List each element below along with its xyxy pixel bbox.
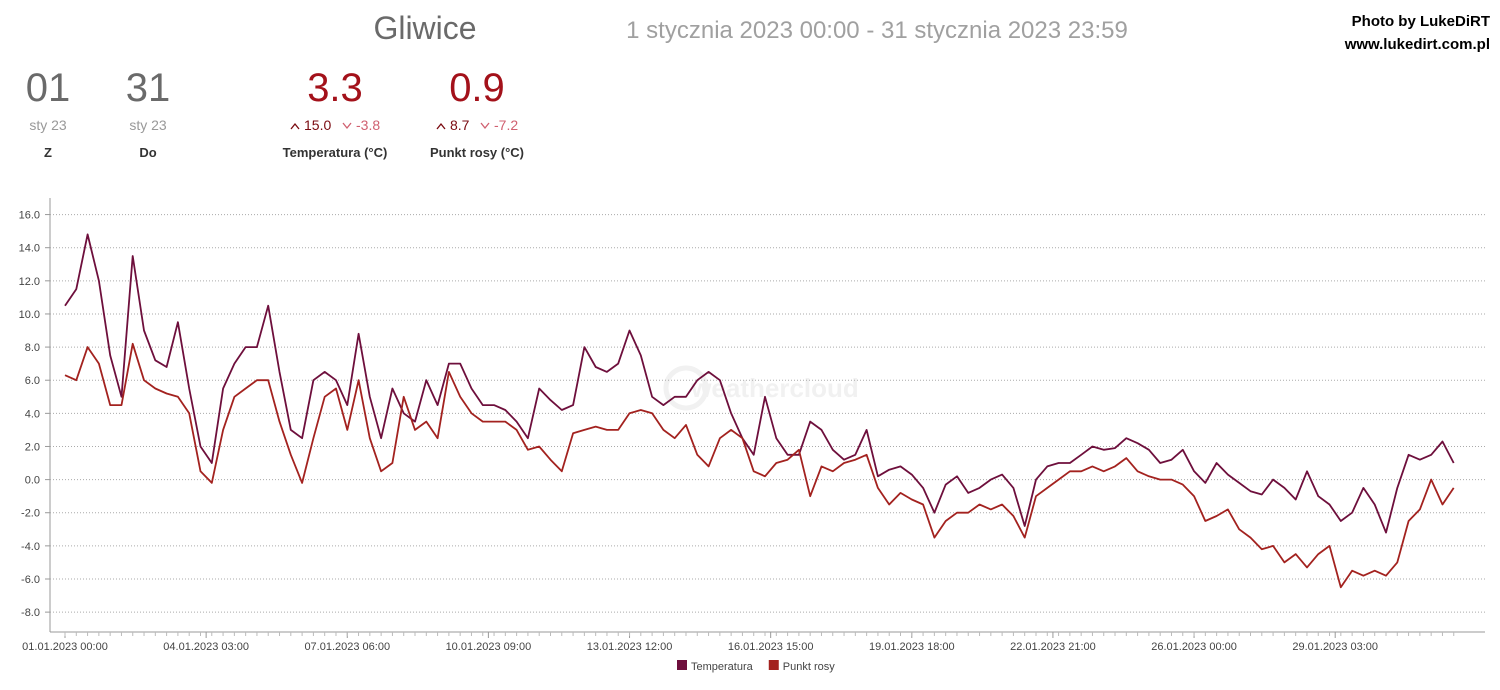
x-tick-label: 19.01.2023 18:00 xyxy=(869,641,955,653)
y-tick-label: 16.0 xyxy=(19,210,40,222)
x-tick-label: 10.01.2023 09:00 xyxy=(446,641,532,653)
stat-label: Do xyxy=(139,145,156,160)
stat-label: Punkt rosy (°C) xyxy=(430,145,524,160)
y-tick-label: -4.0 xyxy=(21,541,40,553)
series-line xyxy=(64,233,1455,534)
date-range: 1 stycznia 2023 00:00 - 31 stycznia 2023… xyxy=(626,17,1128,44)
x-tick-label: 26.01.2023 00:00 xyxy=(1151,641,1237,653)
stat-sub: sty 23 xyxy=(29,117,67,133)
y-tick-label: 0.0 xyxy=(25,475,40,487)
stat-max: 15.0 xyxy=(304,117,331,133)
y-tick-label: -6.0 xyxy=(21,574,40,586)
watermark-logo xyxy=(663,365,709,411)
stat-min: -7.2 xyxy=(494,117,518,133)
legend-swatch xyxy=(677,660,687,670)
x-tick-label: 22.01.2023 21:00 xyxy=(1010,641,1096,653)
legend-label: Punkt rosy xyxy=(783,661,835,673)
y-tick-label: -2.0 xyxy=(21,508,40,520)
y-tick-label: 10.0 xyxy=(19,309,40,321)
legend-swatch xyxy=(768,660,779,670)
stat-label: Temperatura (°C) xyxy=(283,145,388,160)
x-tick-label: 13.01.2023 12:00 xyxy=(587,641,673,653)
x-tick-label: 04.01.2023 03:00 xyxy=(163,641,249,653)
stat-value: 3.3 xyxy=(307,66,363,110)
stat-value: 01 xyxy=(26,66,71,110)
min-icon xyxy=(480,122,490,130)
stat-sub: sty 23 xyxy=(129,117,167,133)
max-icon xyxy=(436,122,446,130)
x-tick-label: 29.01.2023 03:00 xyxy=(1292,641,1378,653)
y-tick-label: 2.0 xyxy=(25,441,40,453)
y-tick-label: 12.0 xyxy=(19,276,40,288)
y-tick-label: 6.0 xyxy=(25,375,40,387)
y-tick-label: 8.0 xyxy=(25,342,40,354)
legend-label: Temperatura xyxy=(691,661,754,673)
credit-site: www.lukedirt.com.pl xyxy=(1344,36,1490,53)
credit: Photo by LukeDiRT xyxy=(1352,13,1490,30)
stat-min: -3.8 xyxy=(356,117,380,133)
y-tick-label: 14.0 xyxy=(19,243,40,255)
stat-label: Z xyxy=(44,145,52,160)
y-tick-label: -8.0 xyxy=(21,607,40,619)
stat-max: 8.7 xyxy=(450,117,470,133)
min-icon xyxy=(342,122,352,130)
x-tick-label: 16.01.2023 15:00 xyxy=(728,641,814,653)
station-title: Gliwice xyxy=(373,10,476,46)
y-tick-label: 4.0 xyxy=(25,408,40,420)
stat-value: 31 xyxy=(126,66,171,110)
x-tick-label: 01.01.2023 00:00 xyxy=(22,641,108,653)
stat-value: 0.9 xyxy=(449,66,505,110)
series-line xyxy=(64,342,1455,589)
x-tick-label: 07.01.2023 06:00 xyxy=(304,641,390,653)
max-icon xyxy=(290,122,300,130)
